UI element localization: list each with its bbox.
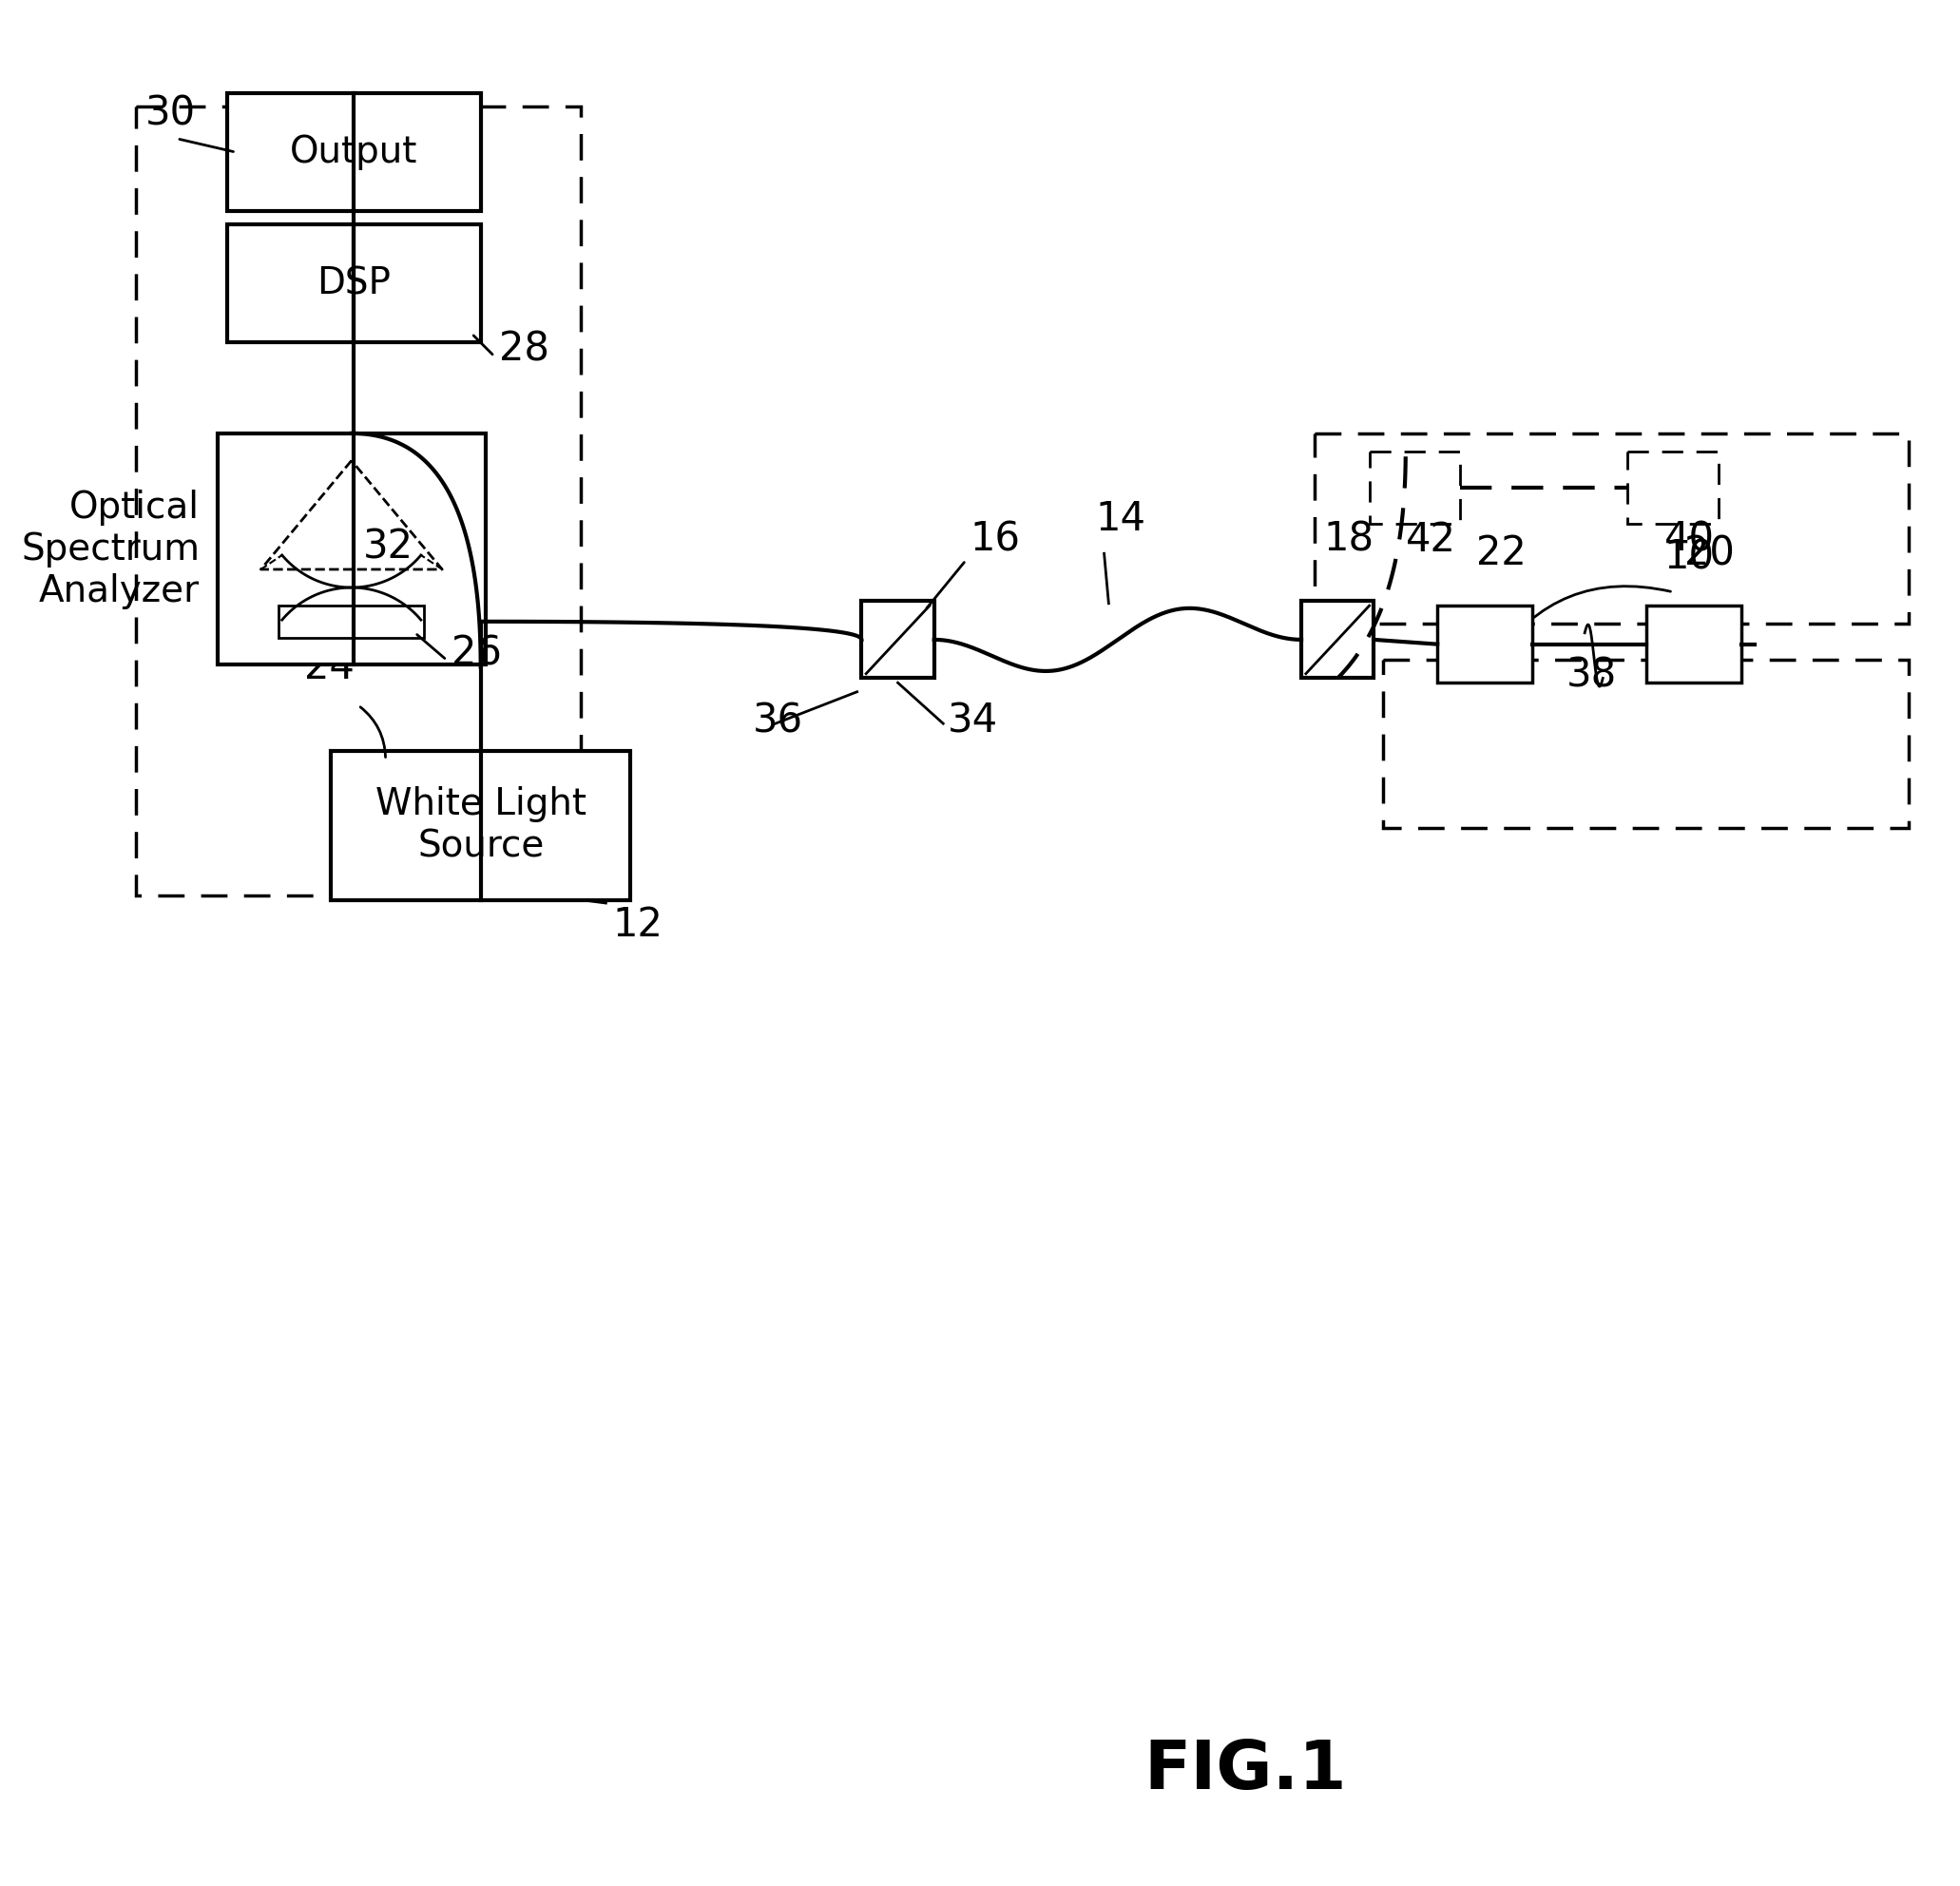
Text: White Light
Source: White Light Source: [374, 786, 586, 864]
Text: 38: 38: [1566, 656, 1617, 696]
Text: 34: 34: [949, 702, 998, 741]
Text: 42: 42: [1405, 521, 1456, 560]
Bar: [227, 224, 480, 343]
Text: 22: 22: [1476, 534, 1527, 573]
Bar: [1437, 605, 1533, 683]
Bar: [1370, 451, 1460, 524]
Bar: [331, 751, 631, 900]
Text: 18: 18: [1325, 521, 1374, 560]
Text: 40: 40: [1664, 521, 1715, 560]
Bar: [1384, 660, 1909, 828]
Bar: [1646, 605, 1740, 683]
Text: FIG.1: FIG.1: [1145, 1737, 1347, 1803]
Text: 36: 36: [753, 702, 804, 741]
Bar: [227, 92, 480, 211]
Text: DSP: DSP: [318, 266, 390, 302]
Text: 28: 28: [500, 330, 549, 370]
Bar: [135, 108, 580, 896]
Bar: [1315, 434, 1909, 624]
Text: 16: 16: [970, 521, 1021, 560]
Text: 32: 32: [363, 526, 414, 566]
Bar: [218, 434, 486, 664]
Text: 10: 10: [1664, 538, 1715, 577]
Bar: [278, 605, 423, 637]
Bar: [1629, 451, 1719, 524]
Bar: [1301, 602, 1374, 679]
Text: 24: 24: [304, 647, 355, 687]
Text: 30: 30: [145, 94, 196, 134]
Text: Output: Output: [290, 134, 417, 170]
Text: Optical
Spectrum
Analyzer: Optical Spectrum Analyzer: [22, 488, 200, 609]
Text: 20: 20: [1684, 534, 1735, 573]
Text: 14: 14: [1096, 500, 1145, 539]
Text: 26: 26: [451, 634, 502, 673]
Text: 12: 12: [612, 905, 662, 945]
Bar: [862, 602, 935, 679]
